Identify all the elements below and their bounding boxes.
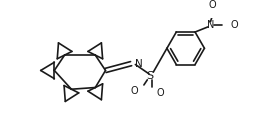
Text: O: O bbox=[208, 0, 216, 10]
Text: O: O bbox=[230, 20, 238, 30]
Text: N: N bbox=[135, 59, 143, 69]
Text: S: S bbox=[146, 71, 153, 81]
Text: O: O bbox=[130, 86, 138, 96]
Text: N: N bbox=[207, 20, 214, 30]
Text: O: O bbox=[157, 88, 164, 98]
